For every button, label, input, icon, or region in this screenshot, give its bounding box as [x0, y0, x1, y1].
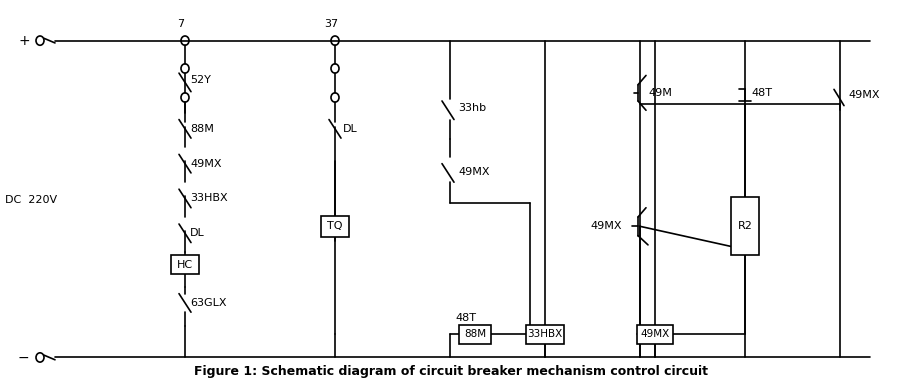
Text: 33hb: 33hb [458, 103, 486, 113]
Bar [459, 325, 491, 344]
Text: DL: DL [343, 124, 358, 134]
Text: 37: 37 [324, 20, 338, 29]
Bar [637, 325, 673, 344]
Bar [731, 197, 759, 255]
Text: 88M: 88M [190, 124, 214, 134]
Bar [171, 255, 199, 274]
Text: DL: DL [190, 228, 205, 238]
Text: −: − [18, 350, 30, 365]
Text: Figure 1: Schematic diagram of circuit breaker mechanism control circuit: Figure 1: Schematic diagram of circuit b… [194, 365, 708, 378]
Text: 48T: 48T [455, 313, 476, 323]
Bar [321, 216, 349, 237]
Text: 33HBX: 33HBX [190, 193, 227, 203]
Text: 49MX: 49MX [640, 329, 669, 339]
Text: 88M: 88M [464, 329, 486, 339]
Text: 52Y: 52Y [190, 75, 211, 85]
Text: R2: R2 [738, 221, 752, 231]
Text: 7: 7 [178, 20, 185, 29]
Text: 49MX: 49MX [590, 221, 621, 231]
Text: HC: HC [177, 260, 193, 270]
Text: 49MX: 49MX [848, 90, 879, 100]
Text: TQ: TQ [327, 221, 343, 231]
Text: 48T: 48T [751, 88, 772, 98]
Text: 63GLX: 63GLX [190, 298, 226, 308]
Text: 49MX: 49MX [190, 159, 222, 169]
Text: DC  220V: DC 220V [5, 195, 57, 205]
Text: 49MX: 49MX [458, 167, 490, 177]
Text: +: + [18, 34, 30, 47]
Text: 49M: 49M [648, 88, 672, 98]
Text: 33HBX: 33HBX [528, 329, 563, 339]
Bar [526, 325, 564, 344]
